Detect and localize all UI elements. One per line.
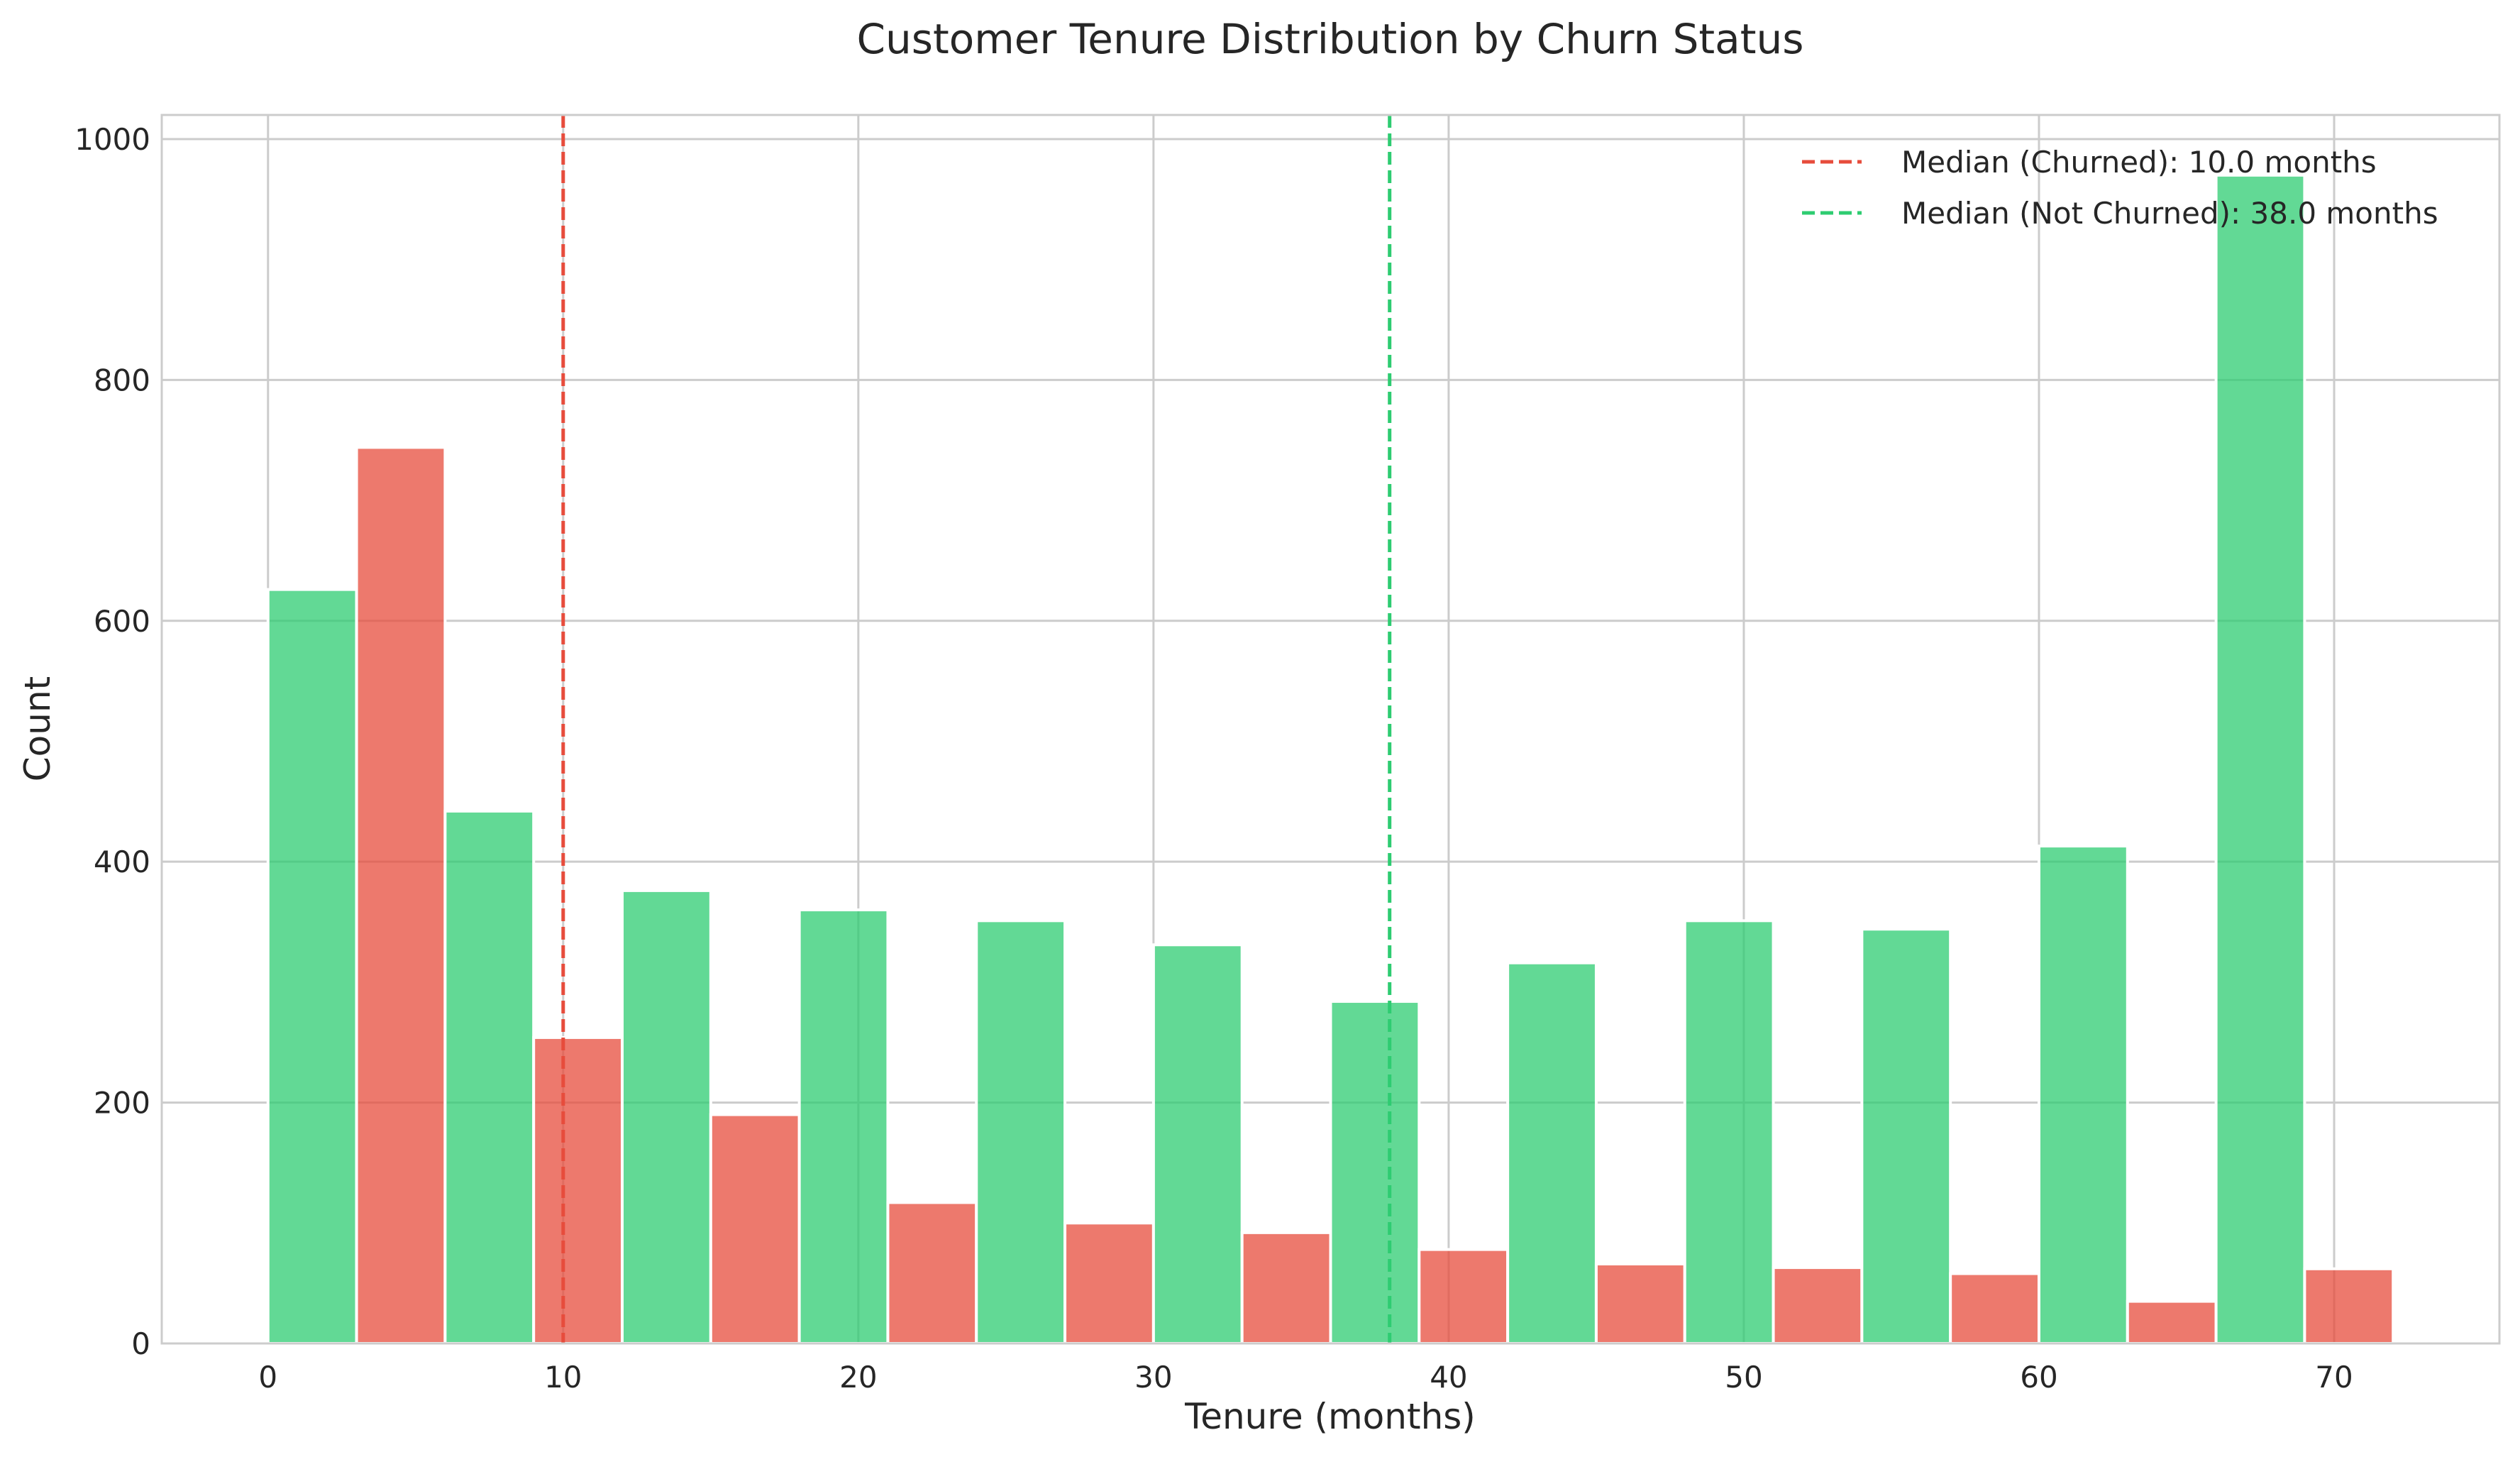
- legend-label-1: Median (Not Churned): 38.0 months: [1901, 196, 2438, 231]
- x-tick-label: 60: [2020, 1360, 2057, 1395]
- legend-label-0: Median (Churned): 10.0 months: [1901, 145, 2377, 180]
- bar-churned-33: [1240, 1231, 1332, 1346]
- bar-churned-15: [709, 1113, 801, 1345]
- bar-not-churned-60: [2037, 845, 2129, 1346]
- bar-not-churned-42: [1506, 961, 1598, 1345]
- y-tick-label: 200: [94, 1086, 150, 1121]
- x-tick-label: 40: [1430, 1360, 1467, 1395]
- bar-not-churned-12: [621, 889, 712, 1345]
- x-tick-label: 30: [1134, 1360, 1172, 1395]
- bar-not-churned-66: [2214, 173, 2306, 1346]
- x-tick-label: 20: [839, 1360, 877, 1395]
- bar-not-churned-54: [1860, 928, 1952, 1345]
- bar-not-churned-24: [975, 919, 1067, 1346]
- y-tick-label: 600: [94, 604, 150, 639]
- bar-churned-45: [1594, 1262, 1686, 1346]
- bar-churned-57: [1949, 1272, 2040, 1345]
- y-tick-label: 0: [131, 1326, 150, 1361]
- bar-churned-3: [355, 446, 447, 1346]
- plot-area: [160, 114, 2501, 1346]
- bar-not-churned-30: [1151, 943, 1244, 1345]
- bar-churned-69: [2303, 1267, 2395, 1345]
- bar-churned-27: [1063, 1221, 1155, 1345]
- bar-not-churned-48: [1683, 919, 1775, 1346]
- x-tick-label: 0: [258, 1360, 277, 1395]
- bar-churned-39: [1418, 1248, 1510, 1345]
- bar-churned-9: [532, 1035, 624, 1345]
- y-axis-ticks: 0 200 400 600 800 1000: [74, 122, 150, 1361]
- y-axis-label: Count: [17, 676, 58, 782]
- median-lines: [561, 115, 1392, 1343]
- bar-not-churned-0: [266, 588, 358, 1345]
- y-tick-label: 400: [94, 845, 150, 879]
- bar-not-churned-36: [1329, 1000, 1421, 1345]
- y-tick-label: 1000: [74, 122, 150, 157]
- bar-churned-51: [1772, 1266, 1864, 1346]
- histogram-bars: [266, 173, 2395, 1346]
- x-tick-label: 10: [544, 1360, 582, 1395]
- chart-title: Customer Tenure Distribution by Churn St…: [857, 15, 1804, 63]
- bar-not-churned-18: [797, 908, 890, 1345]
- x-tick-label: 50: [1725, 1360, 1762, 1395]
- bar-churned-21: [886, 1201, 978, 1345]
- x-axis-label: Tenure (months): [1184, 1396, 1476, 1437]
- bar-churned-63: [2126, 1299, 2218, 1345]
- bar-not-churned-6: [443, 809, 536, 1345]
- x-axis-ticks: 0 10 20 30 40 50 60 70: [258, 1360, 2353, 1395]
- plot-frame: [160, 114, 2501, 1345]
- x-tick-label: 70: [2315, 1360, 2353, 1395]
- y-tick-label: 800: [94, 363, 150, 397]
- legend: Median (Churned): 10.0 months Median (Not…: [1802, 145, 2438, 231]
